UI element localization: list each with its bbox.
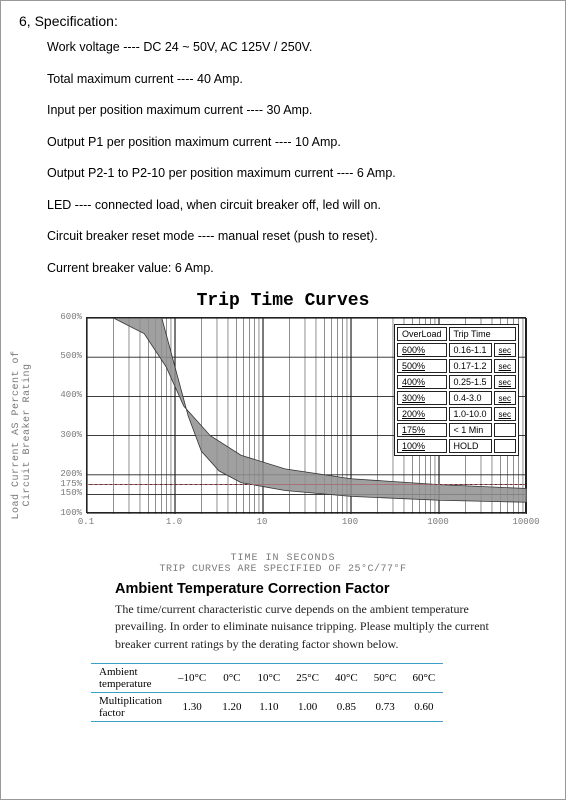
- overload-col-load: OverLoad: [397, 327, 447, 341]
- spec-item: Output P2-1 to P2-10 per position maximu…: [47, 165, 547, 183]
- ytick: 600%: [60, 312, 82, 322]
- overload-col-trip: Trip Time: [449, 327, 516, 341]
- ytick: 200%: [60, 469, 82, 479]
- spec-item: Circuit breaker reset mode ---- manual r…: [47, 228, 547, 246]
- ytick: 400%: [60, 390, 82, 400]
- ytick: 150%: [60, 488, 82, 498]
- spec-item: LED ---- connected load, when circuit br…: [47, 197, 547, 215]
- trip-curve-chart: Load Current AS Percent ofCircuit Breake…: [28, 317, 538, 553]
- temp-cell: 40°C: [327, 664, 366, 693]
- overload-row: 600%0.16-1.1sec: [397, 343, 516, 357]
- ytick: 300%: [60, 430, 82, 440]
- xtick: 100: [342, 517, 358, 527]
- spec-item: Current breaker value: 6 Amp.: [47, 260, 547, 278]
- overload-row: 300%0.4-3.0sec: [397, 391, 516, 405]
- xtick: 0.1: [78, 517, 94, 527]
- spec-item: Total maximum current ---- 40 Amp.: [47, 71, 547, 89]
- temp-cell: 60°C: [404, 664, 443, 693]
- temperature-table: Ambienttemperature–10°C0°C10°C25°C40°C50…: [91, 663, 443, 722]
- chart-ylabel: Load Current AS Percent ofCircuit Breake…: [11, 350, 33, 519]
- overload-row: 100%HOLD: [397, 439, 516, 453]
- overload-row: 175%< 1 Min: [397, 423, 516, 437]
- factor-cell: 0.85: [327, 693, 366, 722]
- overload-table: OverLoad Trip Time 600%0.16-1.1sec 500%0.…: [394, 324, 519, 456]
- factor-cell: 0.60: [404, 693, 443, 722]
- chart-xlabel: TIME IN SECONDS: [19, 553, 547, 564]
- factor-cell: 1.00: [288, 693, 327, 722]
- xtick: 10000: [512, 517, 539, 527]
- factor-cell: 0.73: [366, 693, 405, 722]
- factor-cell: 1.20: [214, 693, 249, 722]
- xtick: 1.0: [166, 517, 182, 527]
- spec-item: Output P1 per position maximum current -…: [47, 134, 547, 152]
- chart-plot-area: OverLoad Trip Time 600%0.16-1.1sec 500%0.…: [86, 317, 526, 513]
- ytick: 500%: [60, 351, 82, 361]
- spec-item: Input per position maximum current ---- …: [47, 102, 547, 120]
- temp-cell: 25°C: [288, 664, 327, 693]
- overload-row: 200%1.0-10.0sec: [397, 407, 516, 421]
- chart-title: Trip Time Curves: [19, 291, 547, 311]
- xtick: 1000: [427, 517, 449, 527]
- temp-cell: 10°C: [249, 664, 288, 693]
- spec-header: 6, Specification:: [19, 13, 547, 29]
- ytick: 175%: [60, 479, 82, 489]
- factor-row-label: Multiplicationfactor: [91, 693, 170, 722]
- spec-list: Work voltage ---- DC 24 ~ 50V, AC 125V /…: [47, 39, 547, 277]
- temp-row-label: Ambienttemperature: [91, 664, 170, 693]
- correction-paragraph: The time/current characteristic curve de…: [115, 601, 517, 653]
- overload-row: 400%0.25-1.5sec: [397, 375, 516, 389]
- temp-cell: 0°C: [214, 664, 249, 693]
- temp-cell: –10°C: [170, 664, 214, 693]
- xtick: 10: [257, 517, 268, 527]
- factor-cell: 1.10: [249, 693, 288, 722]
- chart-caption: TRIP CURVES ARE SPECIFIED OF 25°C/77°F: [19, 564, 547, 575]
- correction-title: Ambient Temperature Correction Factor: [115, 581, 547, 597]
- temp-cell: 50°C: [366, 664, 405, 693]
- factor-cell: 1.30: [170, 693, 214, 722]
- spec-item: Work voltage ---- DC 24 ~ 50V, AC 125V /…: [47, 39, 547, 57]
- overload-row: 500%0.17-1.2sec: [397, 359, 516, 373]
